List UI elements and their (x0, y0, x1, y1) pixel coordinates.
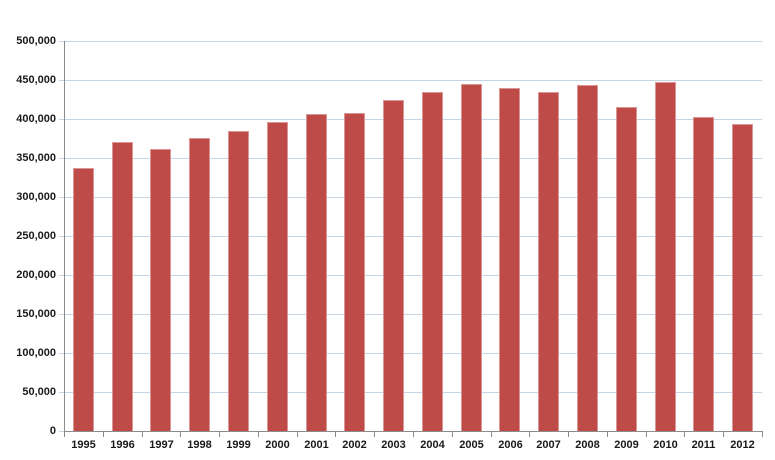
x-axis-tick-label: 1996 (110, 439, 135, 451)
y-axis-tick (59, 197, 64, 198)
x-axis-tick (103, 432, 104, 437)
x-axis-tick (374, 432, 375, 437)
y-axis-line (64, 41, 65, 432)
y-axis-tick (59, 392, 64, 393)
gridline (64, 392, 762, 393)
gridline (64, 158, 762, 159)
gridline (64, 236, 762, 237)
y-axis-tick-label: 400,000 (16, 113, 56, 125)
y-axis-tick (59, 119, 64, 120)
x-axis-tick-label: 2011 (691, 439, 716, 451)
y-axis-tick (59, 41, 64, 42)
y-axis-tick (59, 431, 64, 432)
x-axis-tick (607, 432, 608, 437)
x-axis-tick-label: 2010 (653, 439, 678, 451)
bar-1995 (73, 168, 94, 431)
x-axis-tick (219, 432, 220, 437)
bar-1997 (150, 149, 171, 431)
bar-2005 (461, 84, 482, 431)
bar-1999 (228, 131, 249, 431)
x-axis-tick (762, 432, 763, 437)
gridline (64, 41, 762, 42)
x-axis-tick (297, 432, 298, 437)
y-axis-tick (59, 80, 64, 81)
gridline (64, 197, 762, 198)
x-axis-tick (646, 432, 647, 437)
gridline (64, 314, 762, 315)
x-axis-tick-label: 2002 (342, 439, 367, 451)
x-axis-tick-label: 2005 (459, 439, 484, 451)
y-axis-tick (59, 314, 64, 315)
x-axis-tick-label: 1997 (149, 439, 174, 451)
x-axis-tick (335, 432, 336, 437)
y-axis-tick-label: 200,000 (16, 269, 56, 281)
y-axis-tick-label: 500,000 (16, 35, 56, 47)
x-axis-tick-label: 2000 (265, 439, 290, 451)
gridline (64, 353, 762, 354)
y-axis-tick (59, 275, 64, 276)
x-axis-tick (142, 432, 143, 437)
x-axis-tick-label: 2004 (420, 439, 445, 451)
x-axis-tick-label: 2007 (536, 439, 561, 451)
x-axis-tick-label: 2008 (575, 439, 600, 451)
x-axis-tick-label: 1998 (187, 439, 212, 451)
y-axis-tick-label: 150,000 (16, 308, 56, 320)
y-axis-tick-label: 250,000 (16, 230, 56, 242)
y-axis-tick-label: 50,000 (22, 386, 56, 398)
x-axis-tick (258, 432, 259, 437)
x-axis-tick (529, 432, 530, 437)
bar-2006 (499, 88, 520, 431)
gridline (64, 80, 762, 81)
x-axis-tick-label: 2006 (498, 439, 523, 451)
bar-2011 (693, 117, 714, 431)
x-axis-tick-label: 2012 (730, 439, 755, 451)
x-axis-tick (491, 432, 492, 437)
bar-2010 (655, 82, 676, 431)
y-axis-tick (59, 158, 64, 159)
y-axis-tick (59, 236, 64, 237)
y-axis-tick (59, 353, 64, 354)
bar-2012 (732, 124, 753, 431)
y-axis-tick-label: 450,000 (16, 74, 56, 86)
y-axis-tick-label: 0 (49, 425, 56, 437)
x-axis-tick-label: 1999 (226, 439, 251, 451)
gridline (64, 119, 762, 120)
gridline (64, 275, 762, 276)
x-axis-tick (452, 432, 453, 437)
bar-2001 (306, 114, 327, 431)
bar-2003 (383, 100, 404, 431)
y-axis-tick-label: 350,000 (16, 152, 56, 164)
x-axis-tick-label: 2001 (304, 439, 329, 451)
x-axis-line (64, 431, 763, 432)
bar-2009 (616, 107, 637, 431)
x-axis-tick-label: 2003 (381, 439, 406, 451)
x-axis-tick-label: 2009 (614, 439, 639, 451)
y-axis-tick-label: 300,000 (16, 191, 56, 203)
x-axis-tick (64, 432, 65, 437)
bar-2000 (267, 122, 288, 431)
x-axis-tick (568, 432, 569, 437)
x-axis-tick-label: 1995 (71, 439, 96, 451)
bar-2004 (422, 92, 443, 431)
bar-2008 (577, 85, 598, 431)
x-axis-tick (723, 432, 724, 437)
bar-1996 (112, 142, 133, 431)
x-axis-tick (684, 432, 685, 437)
bar-2002 (344, 113, 365, 431)
bar-2007 (538, 92, 559, 431)
x-axis-tick (413, 432, 414, 437)
y-axis-tick-label: 100,000 (16, 347, 56, 359)
bar-1998 (189, 138, 210, 431)
x-axis-tick (180, 432, 181, 437)
